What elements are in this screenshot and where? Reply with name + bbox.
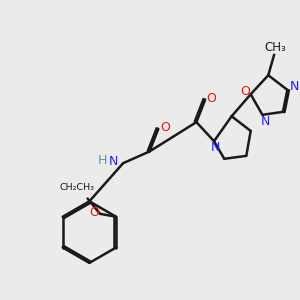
Text: N: N	[290, 80, 299, 93]
Text: O: O	[240, 85, 250, 98]
Text: O: O	[90, 206, 100, 219]
Text: CH₂CH₃: CH₂CH₃	[60, 183, 95, 192]
Text: N: N	[109, 155, 118, 168]
Text: N: N	[211, 141, 220, 154]
Text: N: N	[261, 115, 270, 128]
Text: CH₃: CH₃	[265, 41, 286, 54]
Text: O: O	[207, 92, 217, 105]
Text: O: O	[160, 121, 170, 134]
Text: H: H	[97, 154, 107, 167]
